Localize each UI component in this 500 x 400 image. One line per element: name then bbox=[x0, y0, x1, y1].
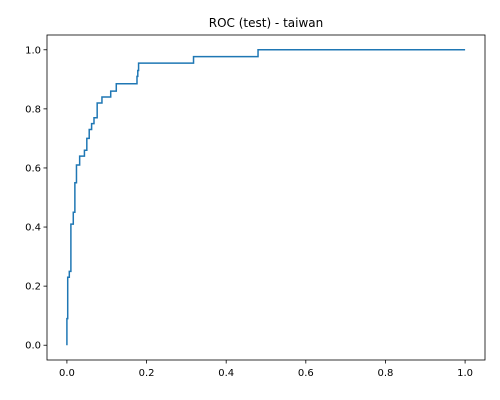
axes-frame bbox=[46, 34, 486, 361]
x-tick-label: 0.6 bbox=[298, 368, 314, 379]
y-tick-label: 0.6 bbox=[25, 163, 41, 174]
y-tick-label: 0.0 bbox=[25, 341, 41, 352]
x-tick-label: 0.4 bbox=[218, 368, 234, 379]
plot-area: 0.0 0.2 0.4 0.6 0.8 1.0 0.0 0.2 0.4 0.6 0.8 1.0 bbox=[25, 34, 486, 379]
x-tick-label: 0.2 bbox=[139, 368, 155, 379]
y-tick-label: 0.4 bbox=[25, 223, 41, 234]
x-tick-label: 1.0 bbox=[457, 368, 473, 379]
y-tick-label: 0.8 bbox=[25, 104, 41, 115]
y-tick-label: 0.2 bbox=[25, 282, 41, 293]
x-tick-label: 0.0 bbox=[59, 368, 75, 379]
chart-title: ROC (test) - taiwan bbox=[209, 16, 324, 30]
roc-curve-line bbox=[66, 49, 466, 346]
y-tick-label: 1.0 bbox=[25, 45, 41, 56]
x-tick-label: 0.8 bbox=[378, 368, 394, 379]
